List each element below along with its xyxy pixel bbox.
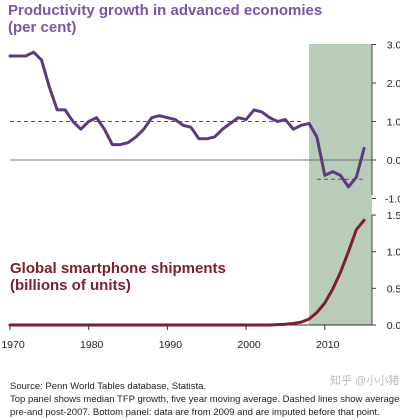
top-chart-title: Productivity growth in advanced economie… [8,2,400,37]
top-y-tick-label: 1.0 [387,117,400,129]
x-tick-label: 1990 [159,339,183,351]
bottom-y-tick-label: 0.0 [387,320,400,332]
x-tick-label: 1970 [1,339,25,351]
top-y-tick-label: 0.0 [387,155,400,167]
bottom-y-tick-label: 0.5 [387,283,400,295]
bottom-chart-subtitle: (billions of units) [10,277,131,295]
watermark: 知乎 @小小猪 [330,375,400,387]
source-note: Source: Penn World Tables database, Stat… [10,381,207,392]
bottom-y-tick-label: 1.0 [387,247,400,259]
top-y-tick-label: -1.0 [385,194,400,206]
x-tick-label: 1980 [80,339,104,351]
smartphone-shipments-line [8,218,366,327]
productivity-growth-line [8,50,366,189]
bottom-chart-title: Global smartphone shipments (billions of… [10,260,310,295]
footnote-line-1: Top panel shows median TFP growth, five … [10,393,400,405]
top-chart-title-text: Productivity growth in advanced economie… [8,2,323,19]
footnote-line-2: pre-and post-2007. Bottom panel: data ar… [10,406,380,418]
top-y-tick-label: 2.0 [387,78,400,90]
bottom-y-tick-label: 1.5 [387,210,400,222]
x-tick-label: 2000 [237,339,261,351]
x-tick-label: 2010 [316,339,340,351]
shaded-region [309,44,372,325]
bottom-chart-title-text: Global smartphone shipments [10,260,226,277]
top-y-tick-label: 3.0 [387,40,400,52]
top-chart-subtitle: (per cent) [8,19,77,37]
footnote: Source: Penn World Tables database, Stat… [10,381,400,419]
